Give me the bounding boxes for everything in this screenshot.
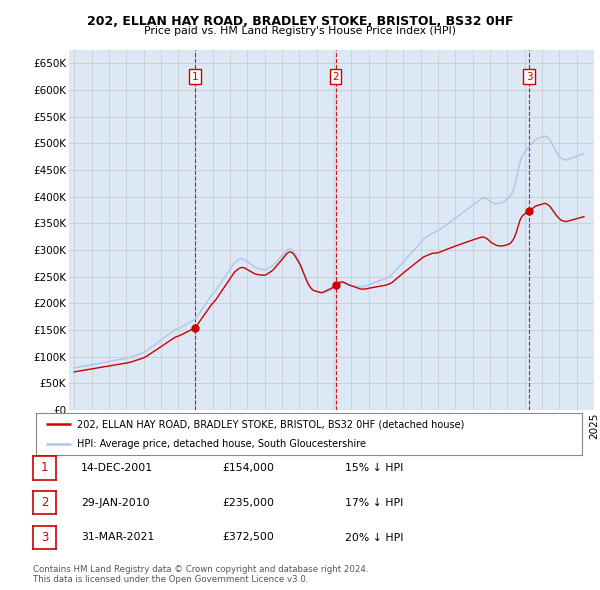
Text: £372,500: £372,500 bbox=[222, 533, 274, 542]
Text: 202, ELLAN HAY ROAD, BRADLEY STOKE, BRISTOL, BS32 0HF (detached house): 202, ELLAN HAY ROAD, BRADLEY STOKE, BRIS… bbox=[77, 419, 464, 430]
Text: 1: 1 bbox=[41, 461, 48, 474]
Text: £154,000: £154,000 bbox=[222, 463, 274, 473]
Text: 15% ↓ HPI: 15% ↓ HPI bbox=[345, 463, 403, 473]
Text: HPI: Average price, detached house, South Gloucestershire: HPI: Average price, detached house, Sout… bbox=[77, 439, 366, 449]
Text: 202, ELLAN HAY ROAD, BRADLEY STOKE, BRISTOL, BS32 0HF: 202, ELLAN HAY ROAD, BRADLEY STOKE, BRIS… bbox=[87, 15, 513, 28]
Text: 1: 1 bbox=[191, 72, 198, 82]
Text: This data is licensed under the Open Government Licence v3.0.: This data is licensed under the Open Gov… bbox=[33, 575, 308, 584]
Text: 14-DEC-2001: 14-DEC-2001 bbox=[81, 463, 153, 473]
Text: Price paid vs. HM Land Registry's House Price Index (HPI): Price paid vs. HM Land Registry's House … bbox=[144, 26, 456, 36]
Text: 29-JAN-2010: 29-JAN-2010 bbox=[81, 498, 149, 507]
Text: 2: 2 bbox=[332, 72, 339, 82]
Text: 20% ↓ HPI: 20% ↓ HPI bbox=[345, 533, 404, 542]
Text: 31-MAR-2021: 31-MAR-2021 bbox=[81, 533, 154, 542]
Text: Contains HM Land Registry data © Crown copyright and database right 2024.: Contains HM Land Registry data © Crown c… bbox=[33, 565, 368, 574]
Text: £235,000: £235,000 bbox=[222, 498, 274, 507]
Text: 2: 2 bbox=[41, 496, 48, 509]
Text: 3: 3 bbox=[526, 72, 532, 82]
Text: 17% ↓ HPI: 17% ↓ HPI bbox=[345, 498, 403, 507]
Text: 3: 3 bbox=[41, 531, 48, 544]
